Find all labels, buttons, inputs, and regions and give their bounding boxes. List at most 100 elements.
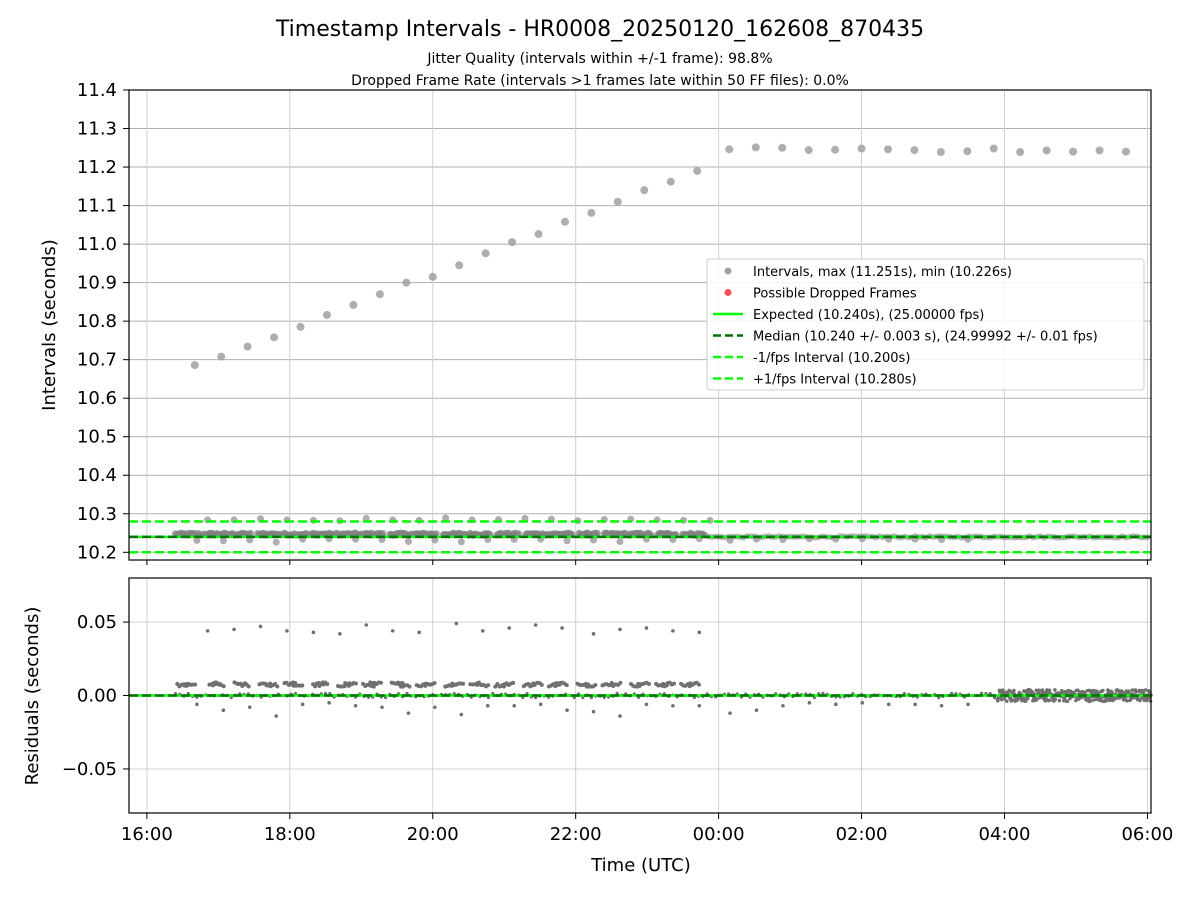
legend-entry: Median (10.240 +/- 0.003 s), (24.99992 +…: [713, 330, 1098, 345]
x-tick-label: 18:00: [264, 824, 316, 845]
bottom-low-residual-point: [834, 702, 838, 707]
bottom-plot-area: 0.05 0.00 −0.05: [62, 577, 1153, 814]
bottom-noise-point: [1005, 699, 1009, 703]
x-tick-label: 16:00: [121, 824, 173, 845]
bottom-residual-point: [589, 695, 594, 700]
legend-box: [706, 258, 1145, 391]
top-interval-point: [936, 148, 945, 157]
bottom-noise-point: [1065, 699, 1070, 704]
top-dense-cluster: [332, 529, 365, 539]
top-interval-point: [1121, 147, 1130, 156]
bottom-residual-point: [383, 696, 388, 700]
bottom-band-point: [371, 684, 376, 689]
top-interval-point: [857, 144, 866, 153]
bottom-low-residual-point: [327, 701, 331, 705]
bottom-noise-point: [1106, 688, 1110, 692]
bottom-residual-point: [950, 691, 954, 695]
top-interval-point: [375, 290, 384, 299]
bottom-residual-point: [992, 696, 997, 700]
bottom-residual-point: [937, 696, 941, 700]
top-interval-point: [508, 238, 517, 247]
bottom-noise-point: [1024, 699, 1028, 703]
top-y-tick-label: 10.2: [77, 542, 117, 563]
bottom-low-residual-point: [697, 703, 702, 708]
bottom-band-point: [353, 681, 358, 686]
bottom-low-residual-point: [966, 702, 970, 707]
bottom-low-residual-point: [380, 705, 384, 710]
top-late-interval-point: [362, 514, 370, 522]
bottom-residual-point: [229, 695, 233, 700]
bottom-band-point: [461, 681, 466, 686]
bottom-high-residual-point: [417, 630, 421, 635]
top-interval-point: [402, 278, 411, 287]
top-y-tick-label: 10.8: [77, 311, 117, 332]
legend-marker: [724, 289, 732, 296]
legend-label: Median (10.240 +/- 0.003 s), (24.99992 +…: [753, 330, 1098, 345]
chart-title: Timestamp Intervals - HR0008_20250120_16…: [275, 17, 924, 42]
top-interval-point: [243, 342, 252, 351]
bottom-band-point: [593, 683, 598, 688]
top-interval-point: [190, 361, 199, 370]
bottom-low-residual-point: [195, 702, 199, 707]
bottom-band-point: [300, 683, 305, 688]
legend-entry: -1/fps Interval (10.200s): [713, 351, 910, 366]
top-plot-frame: [128, 89, 1152, 561]
bottom-noise-point: [1007, 688, 1012, 693]
bottom-high-residual-point: [338, 632, 342, 636]
bottom-noise-point: [1143, 688, 1148, 692]
top-interval-point: [428, 272, 437, 281]
top-interval-point: [883, 145, 892, 154]
legend-label: +1/fps Interval (10.280s): [753, 373, 917, 388]
top-y-axis-label: Intervals (seconds): [39, 239, 60, 411]
top-y-tick-label: 10.5: [77, 427, 117, 448]
top-early-interval-point: [404, 538, 412, 546]
bottom-noise-point: [1125, 698, 1129, 703]
bottom-low-residual-point: [459, 712, 464, 717]
top-band-point: [593, 529, 601, 537]
bottom-low-residual-point: [671, 703, 675, 708]
bottom-y-tick-label: −0.05: [62, 759, 117, 780]
bottom-band-point: [432, 681, 437, 686]
top-early-interval-point: [726, 536, 734, 544]
top-interval-point: [217, 352, 226, 361]
legend-label: -1/fps Interval (10.200s): [753, 351, 910, 366]
bottom-high-residual-point: [591, 632, 596, 636]
bottom-noise-point: [1134, 690, 1138, 694]
chart-subtitle-dropped: Dropped Frame Rate (intervals >1 frames …: [351, 73, 849, 89]
top-y-tick-label: 10.4: [77, 465, 117, 486]
top-early-interval-point: [193, 536, 201, 544]
legend-entry: Expected (10.240s), (25.00000 fps): [713, 308, 984, 323]
bottom-noise-point: [1026, 696, 1030, 701]
bottom-noise-point: [1127, 689, 1131, 693]
top-interval-point: [831, 145, 840, 154]
bottom-residual-point: [692, 695, 696, 700]
bottom-low-residual-point: [300, 702, 305, 707]
bottom-residual-point: [980, 691, 984, 695]
bottom-high-residual-point: [533, 623, 538, 627]
bottom-noise-point: [1101, 688, 1105, 693]
x-tick-label: 04:00: [979, 824, 1031, 845]
x-axis-label: Time (UTC): [590, 855, 691, 876]
top-y-tick-label: 10.9: [77, 273, 117, 294]
legend-label: Intervals, max (11.251s), min (10.226s): [753, 265, 1012, 280]
bottom-band-point: [193, 682, 198, 687]
bottom-high-residual-point: [671, 629, 675, 633]
bottom-high-residual-point: [454, 621, 459, 626]
top-band-point: [379, 529, 387, 537]
bottom-noise-point: [1088, 699, 1093, 703]
bottom-band-point: [378, 680, 383, 685]
top-late-interval-point: [521, 514, 529, 522]
legend-marker: [724, 267, 732, 275]
x-tick-label: 02:00: [836, 824, 888, 845]
bottom-band-point: [486, 683, 491, 688]
bottom-low-residual-point: [913, 702, 917, 707]
top-y-tick-label: 11.2: [77, 157, 117, 178]
top-early-interval-point: [219, 537, 227, 545]
bottom-low-residual-point: [886, 702, 891, 707]
top-y-tick-label: 11.1: [77, 196, 117, 217]
top-early-interval-point: [431, 536, 439, 544]
top-interval-point: [989, 144, 998, 153]
bottom-low-residual-point: [754, 708, 759, 712]
